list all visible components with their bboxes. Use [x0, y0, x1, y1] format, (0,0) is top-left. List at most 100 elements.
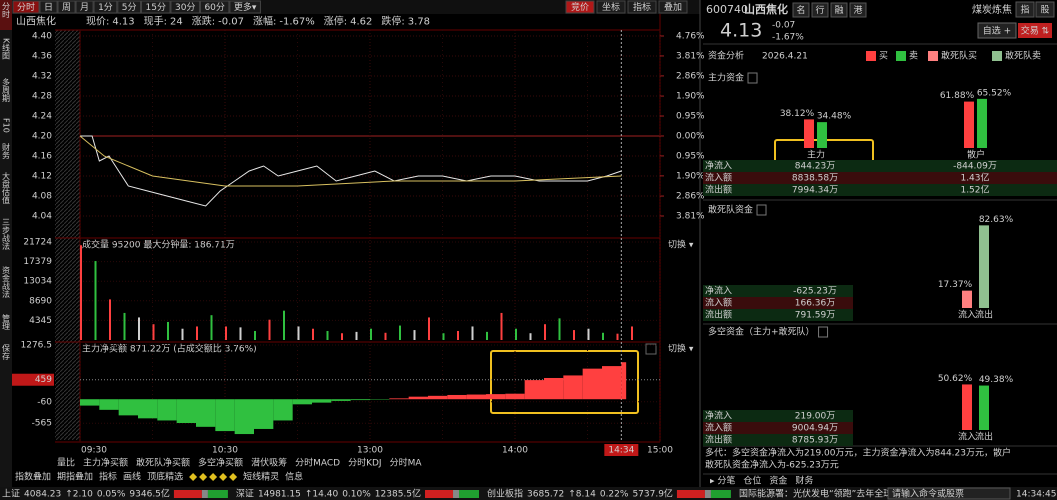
row-label: 净流入 — [705, 160, 732, 172]
watch-button[interactable] — [977, 22, 1017, 39]
y-tick-label: 1276.5 — [21, 341, 53, 351]
row-label: 流入额 — [705, 422, 732, 434]
panel-tab[interactable]: ▸ 分笔 — [710, 475, 735, 487]
section-title: 多空资金（主力+敢死队） — [708, 326, 815, 338]
volume-bar — [631, 326, 633, 340]
bar-name: 流出 — [975, 309, 993, 321]
sidebar-item: F10 — [2, 118, 11, 133]
flow-bar — [312, 399, 332, 403]
toolbar-button[interactable] — [658, 0, 688, 14]
y-tick-label: 4.20 — [32, 132, 52, 142]
row-bg — [703, 297, 853, 309]
indicator-tab[interactable]: 敢死队净买额 — [136, 457, 190, 469]
row-label: 流入额 — [705, 297, 732, 309]
flow-bar — [196, 399, 216, 427]
period-tab[interactable] — [93, 0, 118, 14]
tool-button[interactable]: 期指叠加 — [57, 471, 93, 483]
panel-button-label: 股 — [1040, 5, 1049, 16]
tool-button[interactable]: 指数叠加 — [15, 471, 51, 483]
panel-tab[interactable]: 仓位 — [743, 475, 761, 487]
period-tab[interactable] — [117, 0, 142, 14]
y-tick-label: -565 — [32, 419, 52, 429]
y-tick-label: 4.24 — [32, 112, 52, 122]
price-pct: -1.67% — [772, 33, 804, 43]
y-tick-label: 4.08 — [32, 192, 52, 202]
row-value: 844.23万 — [795, 162, 836, 172]
y2-tick-label: 4.76% — [676, 32, 705, 42]
toolbar-button[interactable] — [565, 0, 595, 14]
flow-bar — [157, 399, 177, 421]
sidebar-item: 大盘估值 — [2, 171, 11, 205]
indicator-tab[interactable]: 主力净买额 — [83, 457, 128, 469]
volume-bar — [471, 326, 474, 340]
row-value: 8785.93万 — [792, 436, 838, 446]
volume-bar — [370, 328, 372, 340]
toolbar-button[interactable] — [627, 0, 657, 14]
panel-button[interactable] — [1015, 1, 1035, 18]
period-tab[interactable] — [39, 0, 58, 14]
panel-button[interactable] — [1035, 1, 1055, 18]
quote-value: 4.13 — [112, 17, 134, 28]
info-tab[interactable] — [792, 2, 810, 18]
period-tab[interactable] — [199, 0, 230, 14]
flow-bar — [428, 395, 448, 400]
switch-button: 切换 ▾ — [668, 343, 694, 355]
period-label: 分时 — [17, 1, 35, 13]
ratio-bar — [979, 385, 989, 430]
volume-bar — [486, 331, 488, 340]
indicator-tab[interactable]: 分时MACD — [295, 457, 340, 469]
tool-button[interactable]: 画线 — [123, 471, 141, 483]
indicator-tab[interactable]: 分时KDJ — [348, 457, 382, 469]
tool-icon — [219, 473, 228, 481]
volume-header: 成交量 95200 最大分钟量: 186.71万 — [82, 239, 235, 251]
info-tab[interactable] — [811, 2, 829, 18]
flow-bar — [234, 399, 254, 435]
row-bg — [703, 285, 853, 297]
bar-name: 流入 — [958, 431, 976, 443]
watch-label: 自选 + — [983, 25, 1011, 37]
row-label: 流出额 — [705, 434, 732, 446]
tool-button[interactable]: 信息 — [285, 471, 303, 483]
trade-button[interactable] — [1018, 23, 1052, 38]
indicator-tab[interactable]: 潜伏吸筹 — [251, 457, 287, 469]
note-line: 敢死队资金净流入为-625.23万元 — [705, 459, 839, 471]
volume-bar — [196, 326, 198, 340]
volume-bar — [384, 332, 387, 340]
legend-label: 敢死队买 — [941, 50, 977, 62]
toolbar-button[interactable] — [596, 0, 626, 14]
period-tab[interactable] — [12, 0, 40, 14]
volume-bar — [283, 310, 285, 340]
info-tab[interactable] — [849, 2, 867, 18]
period-tab[interactable] — [75, 0, 94, 14]
indicator-tab[interactable]: 量比 — [57, 457, 75, 469]
sidebar-item: 管理 — [2, 313, 11, 330]
row-value: 7994.34万 — [792, 186, 838, 196]
volume-bar — [123, 312, 126, 340]
period-tab[interactable] — [141, 0, 171, 14]
stock-code: 600740 — [706, 3, 748, 16]
period-tab[interactable] — [170, 0, 200, 14]
flow-bar — [582, 368, 602, 400]
info-tab[interactable] — [830, 2, 848, 18]
x-tick-label: 13:00 — [357, 446, 383, 456]
panel-tab[interactable]: 财务 — [795, 475, 813, 487]
tool-button[interactable]: 顶底精选 — [147, 471, 183, 483]
indicator-tab[interactable]: 分时MA — [390, 457, 423, 469]
flow-bar — [524, 380, 544, 400]
y-tick-label: 4.32 — [32, 72, 52, 82]
ratio-label: 50.62% — [938, 374, 973, 384]
volume-bar — [399, 325, 401, 340]
period-tab[interactable] — [57, 0, 76, 14]
breadth-bar-down — [459, 490, 480, 498]
tool-button[interactable]: 指标 — [99, 471, 117, 483]
help-icon — [747, 72, 758, 84]
ratio-bar — [962, 290, 972, 308]
row-label: 流入额 — [705, 172, 732, 184]
breadth-bar-flat — [201, 490, 208, 498]
indicator-tab[interactable]: 多空净买额 — [198, 457, 243, 469]
period-tab[interactable] — [229, 0, 261, 14]
command-input[interactable] — [887, 487, 1011, 500]
row-label: 净流入 — [705, 410, 732, 422]
panel-tab[interactable]: 资金 — [769, 475, 787, 487]
tool-button[interactable]: 短线精灵 — [243, 471, 279, 483]
